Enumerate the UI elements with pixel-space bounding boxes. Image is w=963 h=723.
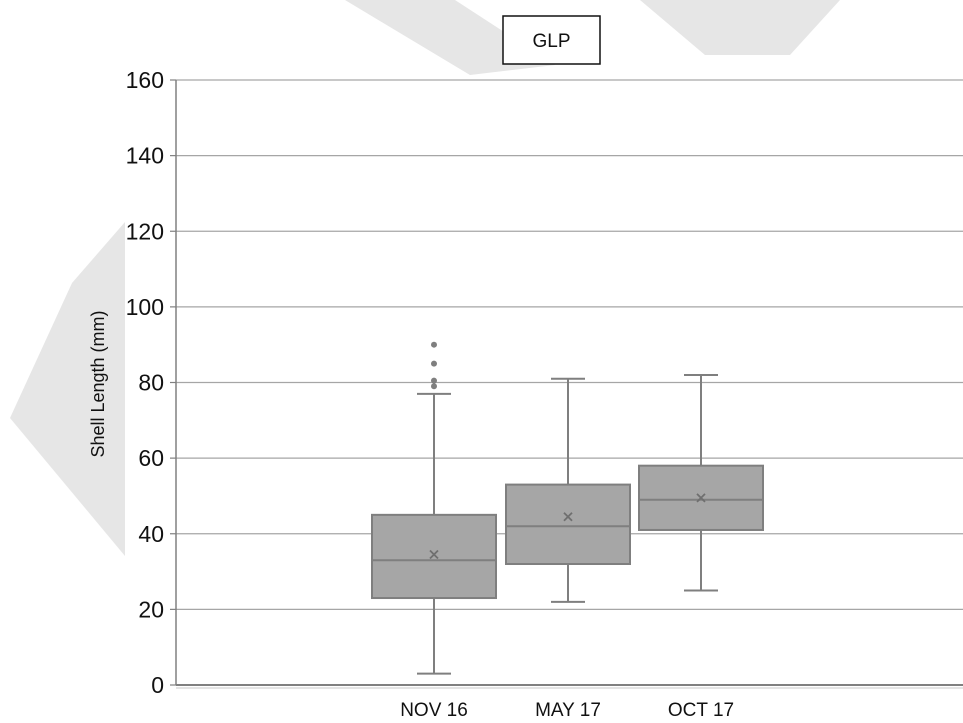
outlier-point — [431, 377, 437, 384]
title-box: GLP — [502, 15, 601, 65]
x-category-label: NOV 16 — [400, 700, 468, 721]
axes: 0 20 40 60 80 100 120 140 160 NOV 16 MAY 17 OCT 17 — [126, 67, 963, 721]
boxes — [371, 341, 764, 675]
box-series-3 — [638, 373, 764, 592]
y-tick-label: 140 — [126, 143, 164, 169]
y-tick-label: 20 — [138, 596, 164, 622]
outlier-point — [431, 360, 437, 367]
y-tick-label: 60 — [138, 445, 164, 471]
box-series-2 — [505, 377, 631, 603]
mean-marker — [429, 549, 439, 560]
watermark-band-top-right — [640, 0, 840, 55]
y-axis-title: Shell Length (mm) — [88, 310, 108, 457]
y-tick-label: 80 — [138, 370, 164, 396]
box-iqr — [371, 513, 497, 600]
y-tick-label: 100 — [126, 294, 164, 320]
y-tick-label: 120 — [126, 218, 164, 244]
chart-title: GLP — [532, 31, 570, 52]
x-category-label: OCT 17 — [668, 700, 734, 721]
box-series-1 — [371, 341, 497, 675]
y-tick-label: 160 — [126, 67, 164, 93]
outlier-point — [431, 341, 437, 348]
box-iqr — [505, 483, 631, 565]
y-tick-label: 40 — [138, 521, 164, 547]
y-tick-label: 0 — [151, 672, 164, 698]
x-category-label: MAY 17 — [535, 700, 601, 721]
mean-marker — [696, 493, 706, 503]
outlier-point — [431, 383, 437, 390]
mean-marker — [563, 512, 573, 522]
watermark-chevron — [10, 222, 125, 556]
title-frame — [502, 15, 601, 65]
